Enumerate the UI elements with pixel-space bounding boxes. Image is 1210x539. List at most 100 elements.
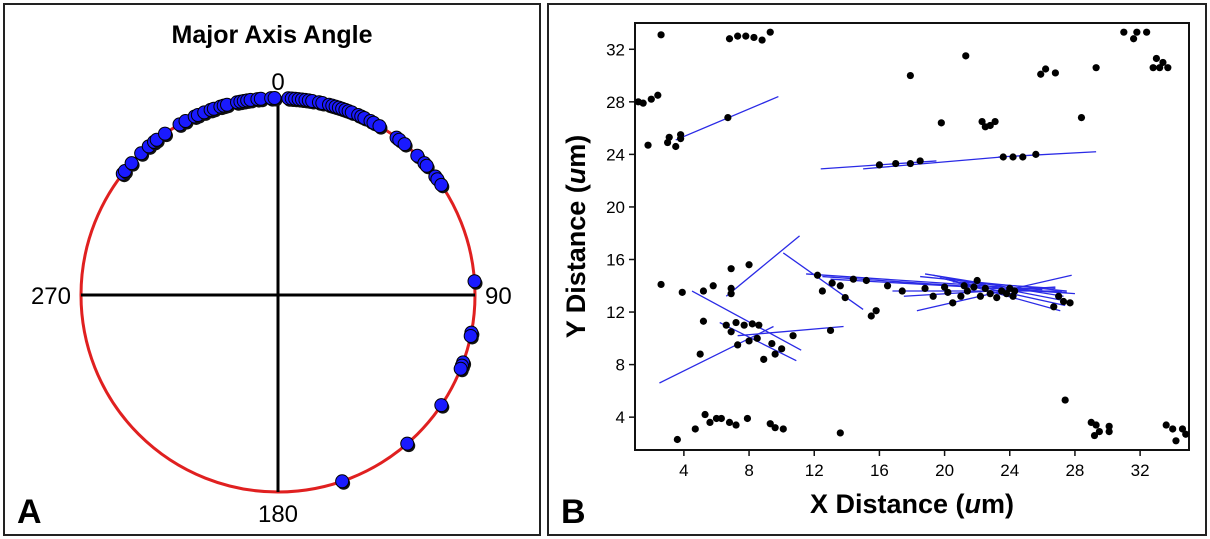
scatter-point — [722, 321, 730, 329]
x-tick-label: 12 — [805, 461, 824, 480]
scatter-point — [1019, 153, 1027, 161]
scatter-point — [1032, 150, 1040, 158]
scatter-point — [740, 321, 748, 329]
y-axis-label: Y Distance (um) — [561, 135, 591, 339]
x-tick-label: 20 — [935, 461, 954, 480]
angle-point — [267, 91, 282, 106]
scatter-point — [929, 292, 937, 300]
scatter-point — [789, 332, 797, 340]
orientation-segment — [725, 235, 800, 297]
orientation-segment — [659, 325, 774, 384]
angle-point — [397, 137, 412, 152]
scatter-point — [991, 117, 999, 126]
scatter-point — [976, 292, 985, 300]
scatter-point — [644, 141, 652, 149]
scatter-point — [727, 284, 735, 292]
y-tick-label: 8 — [616, 356, 625, 375]
scatter-point — [1009, 153, 1017, 161]
scatter-point — [706, 418, 714, 427]
panel-label-a: A — [17, 493, 42, 531]
scatter-point — [647, 95, 655, 103]
panel-b: 4 8 12 16 20 24 28 32 4 8 12 16 20 24 28 32 X Distance … — [547, 3, 1207, 536]
scatter-point — [724, 113, 732, 122]
scatter-point — [657, 280, 665, 289]
orientation-segment — [782, 252, 864, 310]
scatter-point — [1169, 425, 1177, 433]
scatter-point — [813, 271, 822, 279]
y-tick-label: 12 — [606, 303, 625, 322]
scatter-point — [758, 36, 766, 44]
scatter-point — [826, 326, 835, 335]
angle-point — [400, 436, 415, 451]
scatter-point — [699, 317, 708, 325]
scatter-point — [836, 282, 844, 290]
y-tick-label: 4 — [616, 408, 625, 427]
orientation-segment — [916, 274, 1072, 312]
scatter-point — [725, 418, 734, 427]
angle-point — [158, 126, 173, 141]
y-tick-label: 20 — [606, 198, 625, 217]
scatter-point — [766, 420, 774, 428]
scatter-point — [940, 283, 949, 291]
scatter-point — [1011, 287, 1019, 295]
scatter-point — [768, 339, 776, 348]
angle-point — [372, 119, 387, 134]
scatter-point — [732, 318, 740, 327]
angle-point — [434, 398, 449, 413]
scatter-point — [672, 142, 680, 151]
scatter-point — [981, 284, 989, 292]
scatter-point — [701, 410, 709, 419]
polar-angle-chart: Major Axis Angle 0 90 180 270 — [31, 21, 512, 528]
angle-point — [419, 158, 434, 173]
scatter-point — [1164, 64, 1172, 72]
y-tick-label: 32 — [606, 40, 625, 59]
scatter-point — [1105, 422, 1113, 430]
scatter-point — [960, 282, 968, 290]
x-axis-label: X Distance (um) — [810, 489, 1014, 519]
scatter-point — [986, 121, 994, 130]
scatter-point — [916, 157, 924, 165]
scatter-point — [1055, 292, 1063, 300]
scatter-point — [993, 293, 1001, 302]
scatter-point — [657, 31, 665, 39]
scatter-point — [677, 131, 685, 139]
scatter-point — [978, 117, 986, 126]
angle-label-270: 270 — [31, 283, 71, 310]
angle-label-90: 90 — [485, 283, 512, 310]
scatter-point — [898, 287, 906, 295]
scatter-point — [867, 312, 875, 320]
panel-label-b: B — [561, 493, 586, 531]
scatter-point — [727, 265, 735, 273]
scatter-point — [1037, 70, 1045, 78]
scatter-point — [1090, 431, 1099, 440]
angle-point — [467, 274, 482, 289]
scatter-point — [1092, 421, 1100, 429]
scatter-point — [639, 99, 647, 107]
scatter-point — [949, 299, 957, 307]
y-tick-label: 24 — [606, 145, 625, 164]
xy-distance-chart: 4 8 12 16 20 24 28 32 4 8 12 16 20 24 28 32 X Distance … — [561, 22, 1190, 519]
scatter-point — [1095, 428, 1103, 436]
scatter-point — [678, 288, 686, 296]
scatter-point — [750, 33, 758, 42]
scatter-point — [921, 284, 929, 292]
scatter-point — [937, 119, 945, 127]
x-tick-label: 4 — [679, 461, 688, 480]
scatter-point — [743, 414, 752, 423]
scatter-point — [755, 321, 763, 329]
scatter-point — [778, 345, 786, 353]
scatter-point — [779, 425, 787, 433]
scatter-point — [760, 355, 768, 363]
x-tick-label: 28 — [1065, 461, 1084, 480]
scatter-point — [1002, 290, 1011, 298]
scatter-point — [734, 341, 742, 349]
scatter-point — [717, 414, 725, 423]
scatter-point — [836, 429, 844, 437]
y-tick-label: 16 — [606, 250, 625, 269]
angle-point — [434, 177, 449, 192]
scatter-point — [727, 290, 735, 298]
scatter-point — [828, 279, 836, 287]
scatter-point — [1152, 54, 1161, 63]
angle-label-180: 180 — [258, 501, 298, 528]
plot-area — [634, 22, 1190, 451]
